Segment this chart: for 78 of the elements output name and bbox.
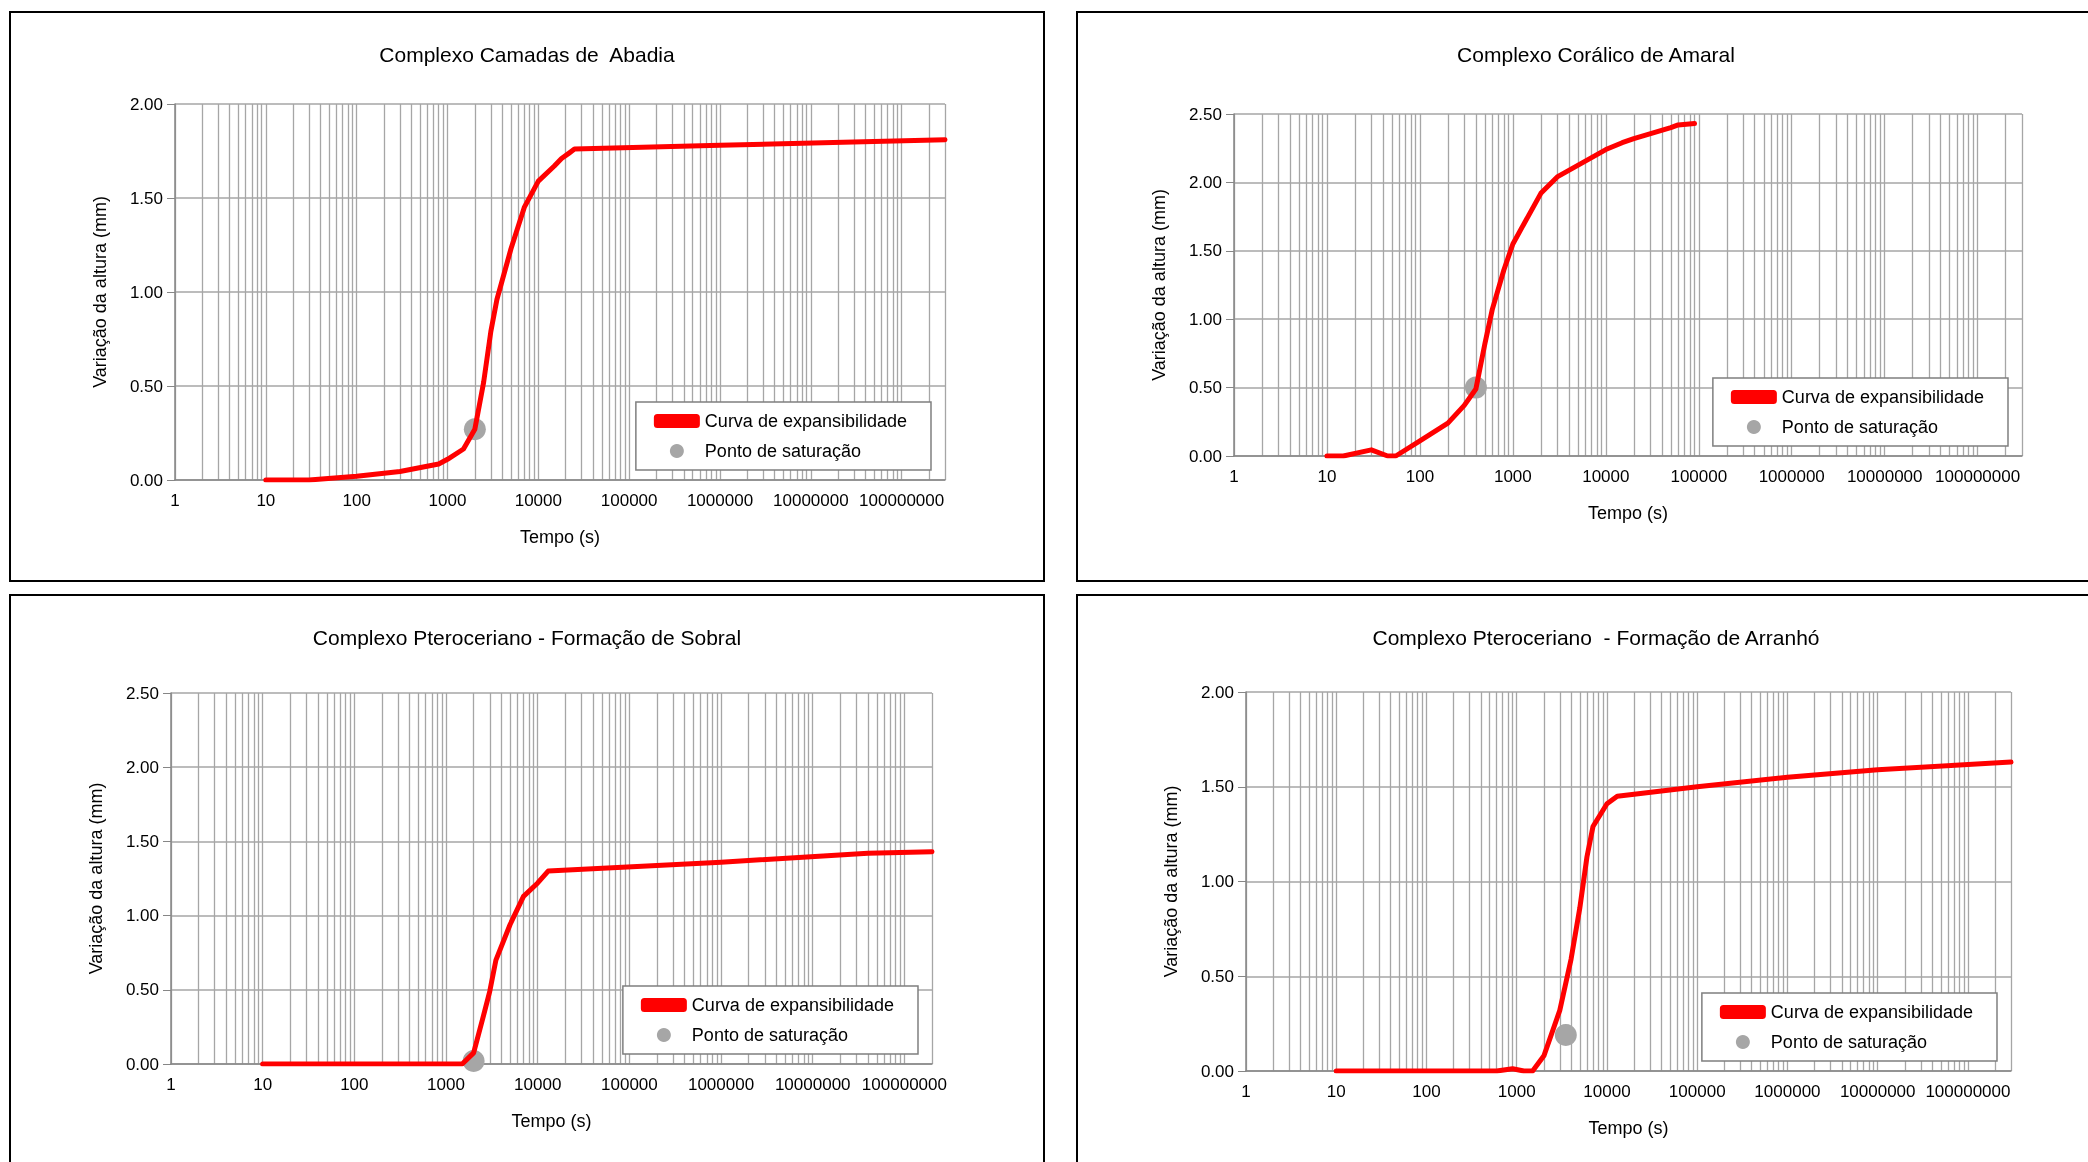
x-tick-label: 100000: [600, 491, 658, 510]
y-tick-label: 1.50: [125, 831, 159, 851]
y-tick-label: 1.00: [125, 906, 159, 926]
x-tick-label: 1000: [427, 1075, 465, 1094]
legend-label: Ponto de saturação: [1770, 1032, 1927, 1052]
x-tick-label: 100000000: [859, 491, 945, 510]
x-tick-label: 10000000: [1839, 1082, 1916, 1101]
x-tick-label: 100: [1412, 1082, 1441, 1101]
x-tick-label: 100: [342, 491, 371, 510]
legend-label: Ponto de saturação: [704, 441, 861, 461]
y-tick-label: 1.00: [129, 282, 163, 302]
y-tick-label: 0.50: [1188, 378, 1222, 398]
y-tick-label: 1.00: [1188, 309, 1222, 329]
y-tick-label: 0.00: [1188, 446, 1222, 466]
x-tick-label: 1000: [428, 491, 467, 510]
x-tick-label: 10: [1317, 467, 1337, 486]
y-tick-label: 0.00: [129, 470, 163, 490]
y-tick-label: 2.50: [125, 683, 159, 703]
x-tick-label: 100: [340, 1075, 369, 1094]
legend-label: Curva de expansibilidade: [1770, 1002, 1974, 1022]
x-tick-label: 100000000: [1935, 467, 2021, 486]
x-tick-label: 10000000: [773, 491, 849, 510]
x-tick-label: 10000: [1583, 1082, 1631, 1101]
x-tick-label: 100: [1405, 467, 1435, 486]
x-tick-label: 1000000: [1754, 1082, 1821, 1101]
x-axis-title: Tempo (s): [1588, 1118, 1669, 1138]
x-tick-label: 1000000: [687, 1075, 755, 1094]
y-axis-title: Variação da altura (mm): [1149, 189, 1169, 381]
chart-title: Complexo Pteroceriano - Formação de Sobral: [312, 626, 742, 649]
x-tick-label: 1: [1241, 1082, 1251, 1101]
x-tick-label: 100000000: [1925, 1082, 2011, 1101]
x-axis-title: Tempo (s): [511, 1111, 592, 1131]
y-tick-label: 2.00: [129, 94, 163, 114]
x-tick-label: 100000: [1670, 467, 1728, 486]
y-tick-label: 1.50: [1188, 241, 1222, 261]
y-tick-label: 2.50: [1188, 104, 1222, 124]
y-tick-label: 2.00: [1188, 172, 1222, 192]
y-tick-label: 1.00: [1200, 872, 1234, 891]
x-axis-title: Tempo (s): [519, 527, 601, 547]
legend-label: Curva de expansibilidade: [691, 995, 895, 1015]
x-tick-label: 10000: [514, 491, 562, 510]
chart-title: Complexo Pteroceriano - Formação de Arranhó: [1372, 626, 1820, 649]
x-tick-label: 10: [1326, 1082, 1346, 1101]
y-tick-label: 0.50: [1200, 966, 1234, 986]
x-tick-label: 10000000: [1846, 467, 1923, 486]
x-axis-title: Tempo (s): [1587, 503, 1669, 523]
y-tick-label: 0.50: [125, 980, 159, 1000]
legend-label: Curva de expansibilidade: [1781, 387, 1985, 407]
y-axis-title: Variação da altura (mm): [86, 782, 106, 975]
y-tick-label: 0.50: [129, 376, 163, 396]
chart-title: Complexo Corálico de Amaral: [1457, 43, 1735, 66]
x-tick-label: 1: [1229, 467, 1239, 486]
x-tick-label: 10000000: [774, 1075, 851, 1094]
chart-title: Complexo Camadas de Abadia: [379, 43, 675, 66]
x-tick-label: 1: [166, 1075, 176, 1094]
y-axis-title: Variação da altura (mm): [1161, 785, 1181, 978]
y-axis-title: Variação da altura (mm): [90, 196, 110, 388]
x-tick-label: 100000: [601, 1075, 658, 1094]
x-tick-label: 100000: [1668, 1082, 1726, 1101]
legend-label: Ponto de saturação: [691, 1025, 848, 1045]
y-tick-label: 1.50: [1200, 777, 1234, 797]
y-tick-label: 0.00: [125, 1054, 159, 1074]
y-tick-label: 2.00: [1200, 682, 1234, 702]
x-tick-label: 1: [170, 491, 180, 510]
x-tick-label: 1000: [1497, 1082, 1536, 1101]
legend-label: Ponto de saturação: [1781, 417, 1938, 437]
x-tick-label: 1000000: [1758, 467, 1825, 486]
y-tick-label: 0.00: [1200, 1061, 1234, 1081]
x-tick-label: 1000000: [686, 491, 754, 510]
y-tick-label: 1.50: [129, 188, 163, 208]
x-tick-label: 100000000: [861, 1075, 947, 1094]
x-tick-label: 10000: [514, 1075, 562, 1094]
x-tick-label: 10: [256, 491, 276, 510]
legend-label: Curva de expansibilidade: [704, 411, 908, 431]
y-tick-label: 2.00: [125, 757, 159, 777]
x-tick-label: 10: [253, 1075, 273, 1094]
x-tick-label: 10000: [1582, 467, 1630, 486]
x-tick-label: 1000: [1493, 467, 1532, 486]
